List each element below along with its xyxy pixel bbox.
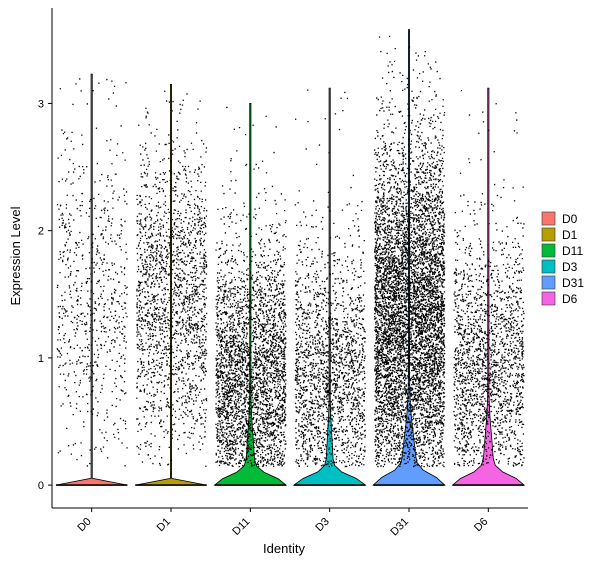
cell-points-D0 (56, 78, 128, 467)
cell-points-D31 (374, 35, 446, 468)
cell-points-D6 (453, 90, 525, 467)
cell-points-D3 (294, 89, 366, 468)
legend-key-D3 (541, 259, 556, 274)
legend-label-D6: D6 (562, 292, 578, 306)
legend-label-D0: D0 (562, 212, 578, 226)
legend-label-D11: D11 (562, 244, 583, 258)
y-tick-label: 0 (38, 480, 44, 492)
cell-points-D1 (136, 90, 208, 467)
x-tick-label-D31: D31 (388, 516, 411, 539)
legend-label-D3: D3 (562, 260, 578, 274)
x-tick-label-D11: D11 (230, 516, 252, 538)
x-tick-label-D6: D6 (472, 516, 490, 534)
legend-key-D6 (541, 291, 556, 306)
violin-D0 (55, 73, 128, 486)
violin-D6 (451, 87, 526, 486)
x-tick-label-D3: D3 (313, 516, 331, 534)
cell-points-layer (55, 35, 525, 486)
legend-key-D1 (541, 227, 556, 242)
x-axis-label: Identity (263, 541, 305, 556)
legend-label-D31: D31 (562, 276, 584, 290)
violins-layer (55, 29, 526, 486)
y-tick-label: 1 (38, 353, 44, 365)
x-tick-label-D1: D1 (155, 516, 173, 534)
legend: D0 D1 D11 D3 D31 D6 (541, 211, 584, 306)
y-tick-label: 2 (38, 226, 44, 238)
x-tick-label-D0: D0 (75, 516, 93, 534)
violin-D1 (135, 83, 207, 486)
y-tick-label: 3 (38, 98, 44, 110)
violin-D3 (292, 87, 367, 486)
legend-key-D31 (541, 275, 556, 290)
legend-key-D0 (541, 211, 556, 226)
legend-label-D1: D1 (562, 228, 578, 242)
violin-D31 (372, 29, 446, 486)
legend-key-D11 (541, 243, 556, 258)
y-axis-label: Expression Level (8, 206, 23, 305)
